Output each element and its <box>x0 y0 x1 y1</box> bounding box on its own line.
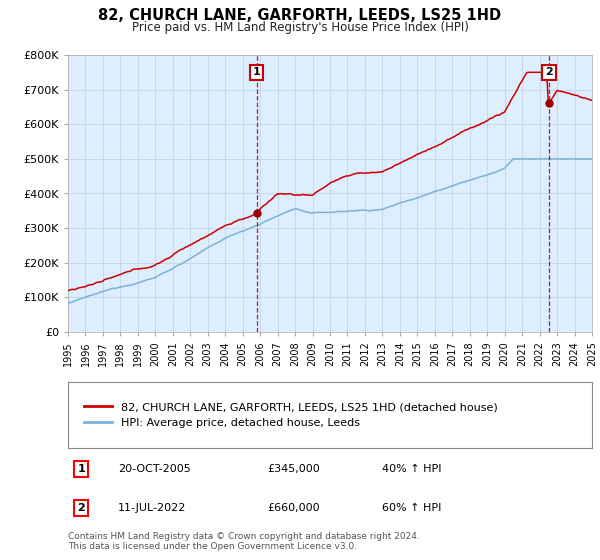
Text: 20-OCT-2005: 20-OCT-2005 <box>118 464 191 474</box>
Text: 60% ↑ HPI: 60% ↑ HPI <box>382 503 442 513</box>
Text: 40% ↑ HPI: 40% ↑ HPI <box>382 464 442 474</box>
Text: 2: 2 <box>77 503 85 513</box>
Text: 1: 1 <box>77 464 85 474</box>
Text: Price paid vs. HM Land Registry's House Price Index (HPI): Price paid vs. HM Land Registry's House … <box>131 21 469 34</box>
Text: 82, CHURCH LANE, GARFORTH, LEEDS, LS25 1HD: 82, CHURCH LANE, GARFORTH, LEEDS, LS25 1… <box>98 8 502 24</box>
Text: 1: 1 <box>253 67 260 77</box>
Text: £660,000: £660,000 <box>267 503 320 513</box>
Text: 11-JUL-2022: 11-JUL-2022 <box>118 503 186 513</box>
Text: 2: 2 <box>545 67 553 77</box>
Legend: 82, CHURCH LANE, GARFORTH, LEEDS, LS25 1HD (detached house), HPI: Average price,: 82, CHURCH LANE, GARFORTH, LEEDS, LS25 1… <box>79 396 503 433</box>
Text: £345,000: £345,000 <box>267 464 320 474</box>
Text: Contains HM Land Registry data © Crown copyright and database right 2024.
This d: Contains HM Land Registry data © Crown c… <box>68 532 420 552</box>
